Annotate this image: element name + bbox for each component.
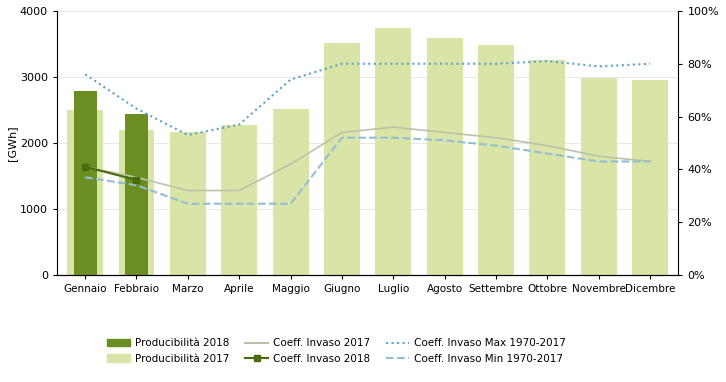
Bar: [324, 43, 360, 275]
Bar: [427, 38, 462, 275]
Bar: [125, 114, 148, 275]
Bar: [67, 110, 103, 275]
Bar: [375, 28, 412, 275]
Bar: [529, 60, 566, 275]
Y-axis label: [GWh]: [GWh]: [7, 125, 17, 161]
Bar: [632, 79, 668, 275]
Bar: [221, 125, 257, 275]
Bar: [170, 133, 206, 275]
Legend: Producibilità 2018, Producibilità 2017, Coeff. Invaso 2017, Coeff. Invaso 2018, : Producibilità 2018, Producibilità 2017, …: [107, 338, 566, 364]
Bar: [73, 92, 97, 275]
Bar: [478, 45, 514, 275]
Bar: [118, 130, 155, 275]
Bar: [581, 78, 617, 275]
Bar: [272, 108, 309, 275]
